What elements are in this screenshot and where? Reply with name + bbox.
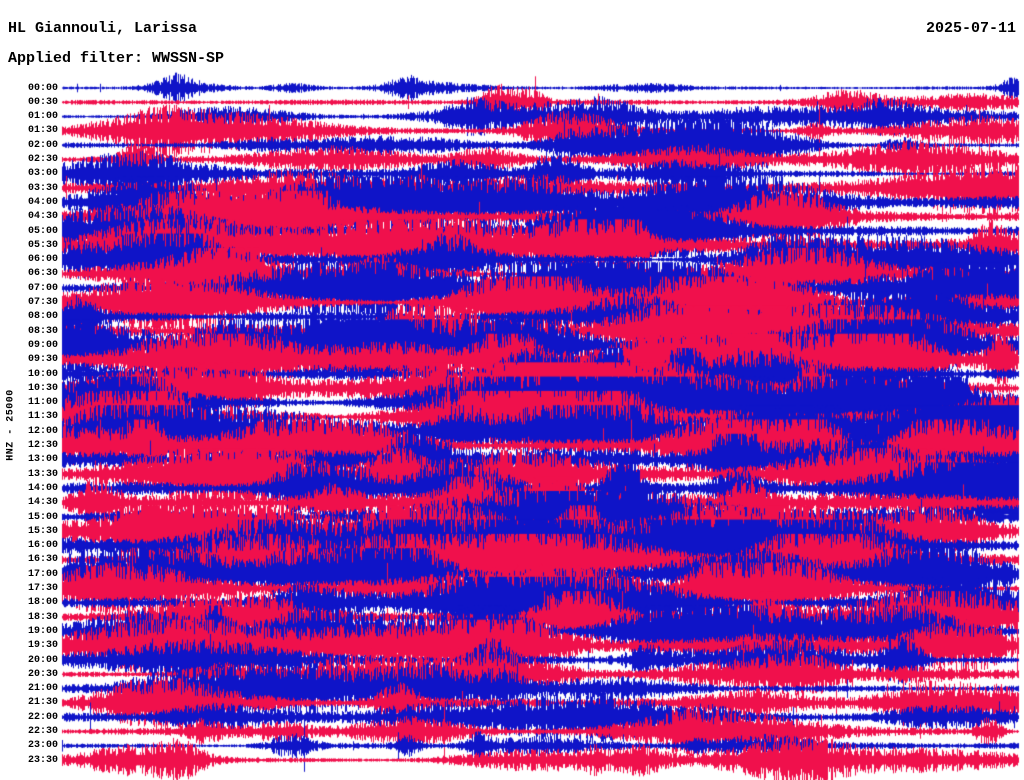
time-label: 17:30: [27, 583, 58, 594]
filter-label: Applied filter: WWSSN-SP: [8, 50, 225, 67]
time-label: 15:30: [27, 525, 58, 537]
time-label: 10:30: [27, 382, 58, 394]
time-label: 15:00: [27, 511, 58, 523]
time-label: 07:30: [27, 297, 58, 308]
time-label: 16:00: [27, 540, 58, 552]
time-label: 02:30: [27, 154, 58, 165]
time-label: 14:30: [27, 497, 58, 509]
header-row: HL Giannouli, Larissa 2025-07-11: [8, 20, 1016, 40]
time-axis: 00:00 00:30 01:00 01:30 02:00 02:30 03:00 03:30…: [0, 0, 60, 780]
time-label: 03:00: [27, 168, 58, 180]
time-label: 23:00: [27, 740, 58, 752]
time-label: 21:00: [27, 683, 58, 695]
time-label: 00:00: [27, 82, 58, 94]
time-label: 01:30: [27, 125, 58, 137]
time-label: 09:30: [27, 354, 58, 366]
time-label: 04:00: [27, 196, 58, 208]
time-label: 01:00: [27, 111, 58, 123]
time-label: 16:30: [27, 554, 58, 566]
time-label: 06:30: [27, 268, 58, 280]
time-label: 05:30: [27, 239, 58, 251]
time-label: 22:00: [27, 711, 58, 723]
time-label: 07:00: [27, 282, 58, 294]
time-label: 00:30: [27, 96, 58, 108]
time-label: 13:30: [27, 468, 58, 480]
time-label: 13:00: [27, 454, 58, 466]
time-label: 08:00: [27, 311, 58, 323]
time-label: 11:00: [27, 397, 58, 409]
time-label: 20:30: [27, 668, 58, 680]
station-title: HL Giannouli, Larissa: [8, 20, 198, 37]
time-label: 23:30: [27, 754, 58, 766]
time-label: 09:00: [27, 339, 58, 351]
time-label: 22:30: [27, 726, 58, 737]
time-label: 05:00: [27, 225, 58, 237]
date-label: 2025-07-11: [925, 20, 1016, 37]
time-label: 11:30: [27, 411, 58, 423]
time-label: 03:30: [27, 182, 58, 194]
time-label: 14:00: [27, 482, 58, 494]
time-label: 18:00: [27, 597, 58, 609]
time-label: 19:00: [27, 625, 58, 637]
time-label: 06:00: [27, 254, 58, 266]
time-label: 08:30: [27, 325, 58, 337]
time-label: 12:30: [27, 440, 58, 451]
time-label: 19:30: [27, 640, 58, 652]
time-label: 04:30: [27, 211, 58, 223]
time-label: 17:00: [27, 568, 58, 580]
time-label: 12:00: [27, 425, 58, 437]
time-label: 20:00: [27, 654, 58, 666]
filter-row: Applied filter: WWSSN-SP: [8, 50, 224, 70]
time-label: 18:30: [27, 611, 58, 623]
time-label: 02:00: [27, 139, 58, 151]
time-label: 10:00: [27, 368, 58, 380]
time-label: 21:30: [27, 697, 58, 709]
